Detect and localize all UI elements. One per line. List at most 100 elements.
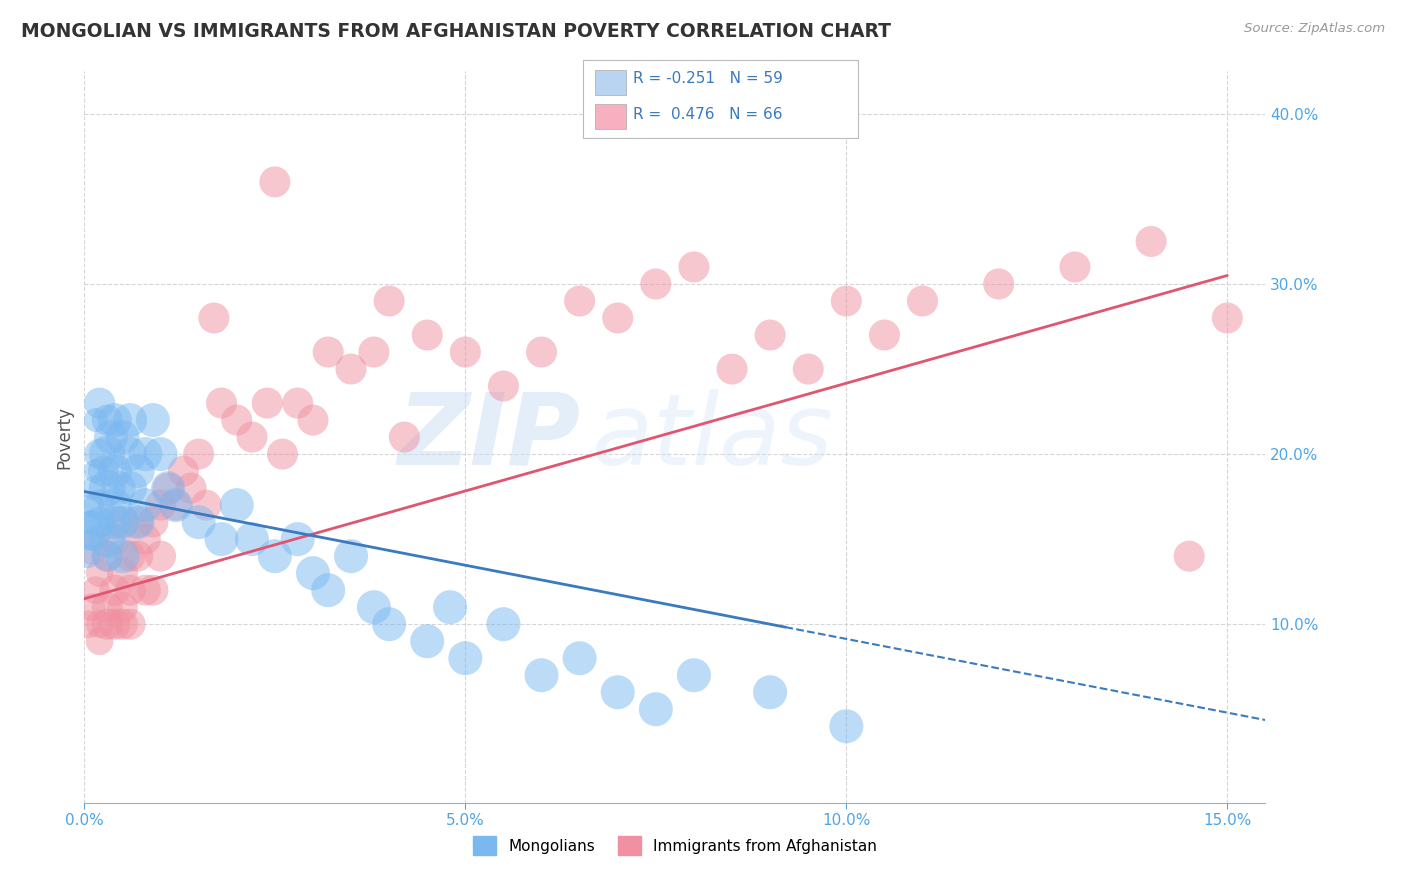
- Point: [80, 541, 103, 555]
- Point: [134, 447, 156, 461]
- Point: [363, 345, 385, 359]
- Point: [287, 532, 309, 546]
- Point: [187, 447, 209, 461]
- Point: [1216, 311, 1239, 326]
- Point: [142, 515, 165, 529]
- Y-axis label: Poverty: Poverty: [55, 406, 73, 468]
- Point: [165, 498, 187, 512]
- Point: [111, 515, 134, 529]
- Point: [149, 498, 172, 512]
- Point: [96, 413, 118, 427]
- Point: [100, 430, 122, 444]
- Point: [1140, 235, 1163, 249]
- Point: [89, 617, 111, 632]
- Point: [134, 532, 156, 546]
- Point: [127, 515, 149, 529]
- Point: [104, 498, 127, 512]
- Point: [96, 600, 118, 615]
- Point: [84, 413, 107, 427]
- Point: [93, 464, 115, 478]
- Point: [287, 396, 309, 410]
- Point: [378, 617, 401, 632]
- Point: [120, 583, 142, 598]
- Point: [83, 481, 105, 495]
- Point: [120, 549, 142, 563]
- Point: [225, 413, 247, 427]
- Point: [104, 617, 127, 632]
- Point: [120, 617, 142, 632]
- Point: [302, 566, 325, 581]
- Text: R = -0.251   N = 59: R = -0.251 N = 59: [633, 71, 783, 87]
- Point: [127, 549, 149, 563]
- Point: [134, 583, 156, 598]
- Point: [96, 447, 118, 461]
- Point: [644, 277, 666, 291]
- Point: [195, 498, 218, 512]
- Point: [149, 447, 172, 461]
- Point: [89, 447, 111, 461]
- Point: [759, 685, 782, 699]
- Point: [492, 379, 515, 393]
- Point: [107, 481, 129, 495]
- Point: [120, 447, 142, 461]
- Point: [104, 583, 127, 598]
- Point: [606, 685, 628, 699]
- Point: [111, 600, 134, 615]
- Point: [316, 583, 339, 598]
- Point: [180, 481, 202, 495]
- Point: [111, 617, 134, 632]
- Point: [80, 600, 103, 615]
- Point: [149, 549, 172, 563]
- Point: [142, 583, 165, 598]
- Point: [1064, 260, 1087, 274]
- Point: [759, 328, 782, 343]
- Point: [142, 413, 165, 427]
- Point: [721, 362, 744, 376]
- Point: [157, 481, 180, 495]
- Point: [568, 293, 591, 308]
- Point: [96, 481, 118, 495]
- Text: atlas: atlas: [592, 389, 834, 485]
- Point: [797, 362, 820, 376]
- Point: [96, 549, 118, 563]
- Point: [80, 524, 103, 538]
- Point: [77, 617, 100, 632]
- Point: [644, 702, 666, 716]
- Point: [225, 498, 247, 512]
- Point: [111, 430, 134, 444]
- Point: [104, 515, 127, 529]
- Point: [96, 532, 118, 546]
- Point: [96, 617, 118, 632]
- Point: [104, 413, 127, 427]
- Point: [911, 293, 934, 308]
- Point: [340, 362, 363, 376]
- Point: [454, 651, 477, 665]
- Point: [80, 498, 103, 512]
- Point: [835, 719, 858, 733]
- Point: [987, 277, 1010, 291]
- Text: MONGOLIAN VS IMMIGRANTS FROM AFGHANISTAN POVERTY CORRELATION CHART: MONGOLIAN VS IMMIGRANTS FROM AFGHANISTAN…: [21, 22, 891, 41]
- Point: [302, 413, 325, 427]
- Point: [492, 617, 515, 632]
- Point: [271, 447, 294, 461]
- Point: [111, 566, 134, 581]
- Point: [606, 311, 628, 326]
- Point: [111, 549, 134, 563]
- Point: [1178, 549, 1201, 563]
- Text: Source: ZipAtlas.com: Source: ZipAtlas.com: [1244, 22, 1385, 36]
- Point: [89, 498, 111, 512]
- Point: [211, 532, 233, 546]
- Point: [104, 464, 127, 478]
- Point: [683, 668, 706, 682]
- Point: [157, 481, 180, 495]
- Point: [96, 549, 118, 563]
- Point: [89, 566, 111, 581]
- Point: [416, 328, 439, 343]
- Point: [165, 498, 187, 512]
- Point: [89, 396, 111, 410]
- Point: [394, 430, 416, 444]
- Point: [263, 175, 285, 189]
- Point: [439, 600, 461, 615]
- Point: [111, 515, 134, 529]
- Point: [202, 311, 225, 326]
